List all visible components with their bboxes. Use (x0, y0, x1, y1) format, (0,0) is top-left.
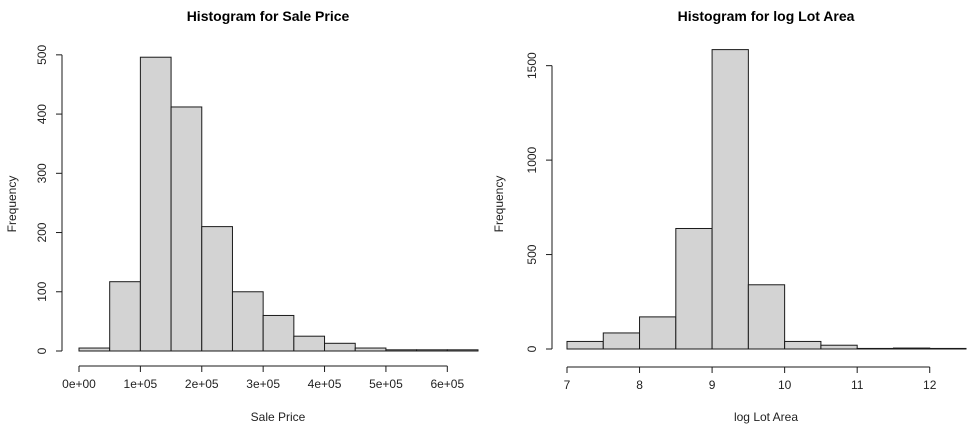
histogram-bar (446, 349, 479, 352)
histogram-bar (201, 226, 233, 352)
y-tick-label: 200 (35, 222, 49, 242)
histogram-bar (675, 227, 713, 350)
histogram-bar (747, 284, 786, 350)
sale-price-histogram: Histogram for Sale Price Sale Price Freq… (5, 8, 479, 424)
x-tick-label: 4e+05 (308, 377, 342, 391)
x-tick-label: 8 (636, 378, 643, 392)
y-tick-label: 100 (35, 281, 49, 301)
histogram-bar (566, 340, 604, 350)
x-tick-label: 11 (851, 378, 864, 392)
x-tick-label: 1e+05 (124, 377, 158, 391)
x-tick-label: 0e+00 (62, 377, 96, 391)
y-tick-label: 500 (525, 244, 539, 264)
x-axis: 0e+00 1e+05 2e+05 3e+05 4e+05 5e+05 6e+05 (62, 365, 464, 391)
chart-title: Histogram for Sale Price (187, 8, 350, 24)
histogram-bar (293, 335, 326, 352)
chart-title: Histogram for log Lot Area (678, 8, 855, 24)
y-tick-label: 0 (35, 347, 49, 354)
histogram-bar (416, 349, 448, 352)
histogram-bar (231, 291, 264, 352)
x-tick-label: 10 (778, 378, 792, 392)
bars (78, 56, 479, 352)
x-tick-label: 9 (709, 378, 716, 392)
x-axis-label: Sale Price (251, 410, 306, 424)
histogram-bar (602, 332, 641, 350)
x-tick-label: 12 (923, 378, 937, 392)
bars (566, 49, 967, 350)
histogram-bar (385, 349, 418, 352)
histogram-bar (929, 347, 967, 350)
y-tick-label: 1500 (525, 52, 539, 79)
histogram-bar (78, 347, 111, 352)
x-tick-label: 7 (564, 378, 571, 392)
x-axis-label: log Lot Area (734, 410, 798, 424)
y-axis-label: Frequency (5, 176, 19, 233)
histogram-bar (892, 347, 931, 350)
x-tick-label: 6e+05 (430, 377, 464, 391)
y-tick-label: 0 (525, 345, 539, 352)
histogram-bar (109, 281, 141, 352)
log-lot-area-histogram: Histogram for log Lot Area log Lot Area … (492, 8, 967, 424)
y-tick-label: 500 (35, 45, 49, 65)
y-axis: 0 500 1000 1500 (525, 52, 553, 352)
histogram-bar (856, 347, 894, 350)
histogram-bar (262, 314, 295, 352)
y-tick-label: 400 (35, 104, 49, 124)
x-axis: 7 8 9 10 11 12 (564, 366, 937, 392)
histogram-bar (711, 49, 749, 350)
x-tick-label: 5e+05 (369, 377, 403, 391)
y-tick-label: 300 (35, 163, 49, 183)
histogram-bar (784, 340, 822, 350)
histogram-bar (139, 56, 172, 352)
histogram-bar (639, 316, 677, 350)
y-axis-label: Frequency (492, 176, 506, 233)
x-tick-label: 2e+05 (185, 377, 219, 391)
histogram-bar (324, 342, 356, 352)
y-axis: 0 100 200 300 400 500 (35, 45, 63, 354)
histogram-bar (170, 106, 203, 352)
x-tick-label: 3e+05 (246, 377, 280, 391)
histogram-bar (354, 347, 387, 352)
y-tick-label: 1000 (525, 146, 539, 173)
histogram-bar (820, 344, 858, 350)
